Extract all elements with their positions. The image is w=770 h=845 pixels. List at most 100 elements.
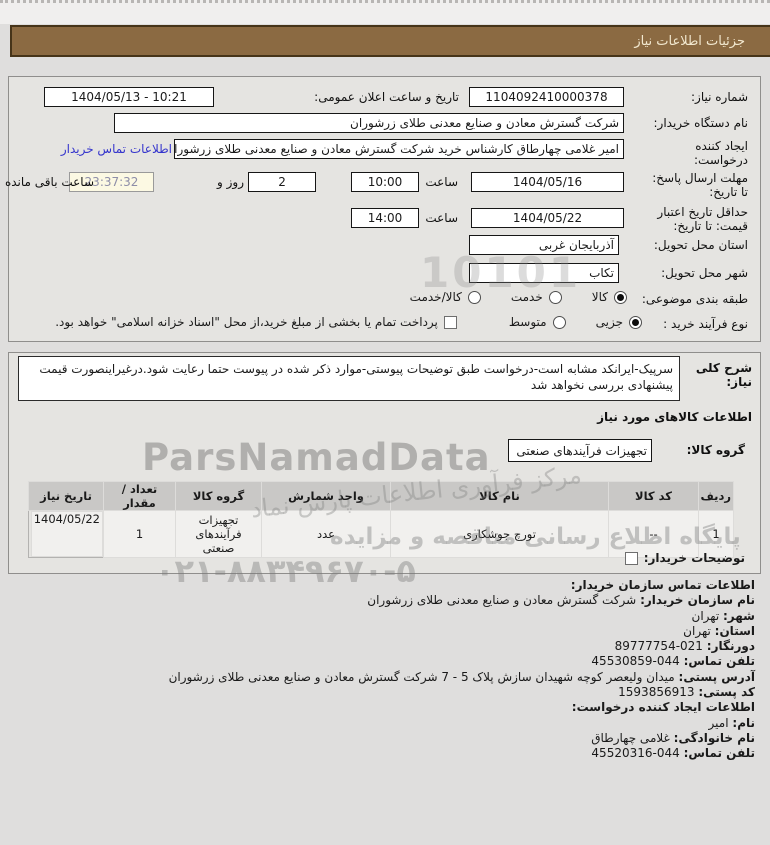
radio-goods-label: کالا (591, 290, 608, 304)
radio-partial[interactable] (629, 315, 642, 329)
need-description-box[interactable]: سرپیک-ایرانکد مشابه است-درخواست طبق توضی… (18, 356, 680, 401)
subject-classification-options: کالا خدمت کالا/خدمت (410, 290, 627, 304)
goods-group-input[interactable]: تجهیزات فرآیندهای صنعتی (508, 439, 652, 462)
col-row-number: ردیف (698, 481, 734, 511)
city-value: تهران (691, 608, 720, 623)
first-name-value: امیر (708, 715, 729, 730)
reply-deadline-date-input[interactable]: 1404/05/16 (471, 172, 624, 192)
announce-datetime-value: 1404/05/13 - 10:21 (71, 90, 187, 104)
cell-quantity: 1 (103, 510, 176, 558)
price-validity-time: 14:00 (367, 211, 403, 225)
radio-goods-service[interactable] (467, 290, 481, 304)
phone-line: تلفن تماس: 45530859-044 (15, 654, 755, 669)
remaining-days-input[interactable]: 2 (248, 172, 316, 192)
cell-unit: عدد (261, 510, 391, 558)
purchase-process-options: جزیی متوسط پرداخت تمام یا بخشی از مبلغ خ… (55, 315, 642, 329)
buyer-notes-row: توضیحات خریدار: (624, 551, 745, 565)
col-group: گروه کالا (175, 481, 262, 511)
price-validity-label: حداقل تاریخ اعتبار قیمت: تا تاریخ: (657, 205, 748, 233)
need-description-text: سرپیک-ایرانکد مشابه است-درخواست طبق توضی… (39, 362, 673, 392)
top-strip (0, 0, 770, 24)
reply-deadline-date: 1404/05/16 (512, 175, 583, 189)
treasury-checkbox[interactable] (443, 315, 457, 329)
city-label: شهر: (723, 608, 755, 623)
org-name-value: شرکت گسترش معادن و صنایع معدنی طلای زرشو… (367, 593, 637, 608)
org-name-label: نام سازمان خریدار: (640, 593, 755, 608)
buyer-org-value: شرکت گسترش معادن و صنایع معدنی طلای زرشو… (350, 116, 619, 130)
countdown-value: 23:37:32 (84, 175, 139, 189)
reply-deadline-time-input[interactable]: 10:00 (351, 172, 419, 192)
announce-datetime-label: تاریخ و ساعت اعلان عمومی: (314, 90, 459, 104)
buyer-contact-link[interactable]: اطلاعات تماس خریدار (60, 142, 172, 156)
creator-phone-value: 45520316-044 (591, 746, 680, 761)
reply-deadline-label: مهلت ارسال پاسخ: تا تاریخ: (652, 171, 748, 199)
phone-value: 45530859-044 (591, 654, 680, 669)
col-goods-code: کد کالا (608, 481, 699, 511)
price-validity-time-input[interactable]: 14:00 (351, 208, 419, 228)
goods-group-value: تجهیزات فرآیندهای صنعتی (516, 443, 647, 458)
creator-contact-header: اطلاعات ایجاد کننده درخواست: (571, 700, 755, 715)
page-title: جزئیات اطلاعات نیاز (634, 33, 745, 49)
goods-table-header-row: ردیف کد کالا نام کالا واحد شمارش گروه کا… (28, 481, 734, 511)
need-info-panel: شماره نیاز: 1104092410000378 تاریخ و ساع… (4, 76, 761, 342)
goods-group-label: گروه کالا: (686, 443, 745, 457)
countdown-box: 23:37:32 (69, 172, 154, 192)
city-line: شهر: تهران (15, 609, 755, 624)
org-contact-header: اطلاعات تماس سازمان خریدار: (570, 578, 755, 592)
price-validity-date: 1404/05/22 (512, 211, 583, 225)
fax-value: 89777754-021 (614, 639, 703, 654)
postal-code-label: کد پستی: (698, 685, 755, 700)
last-name-value: غلامی چهارطاق (591, 730, 670, 745)
address-line: آدرس پستی: میدان ولیعصر کوچه شهیدان سازش… (15, 670, 755, 685)
radio-medium-label: متوسط (508, 315, 547, 329)
delivery-province-label: استان محل تحویل: (653, 238, 748, 252)
delivery-city-input[interactable]: تکاب (469, 263, 619, 283)
creator-phone-label: تلفن تماس: (683, 746, 755, 761)
delivery-province-input[interactable]: آذربایجان غربی (469, 235, 619, 255)
hours-remaining-label: ساعت باقی مانده (4, 175, 94, 189)
treasury-note: پرداخت تمام یا بخشی از مبلغ خرید،از محل … (55, 315, 438, 329)
fax-line: دورنگار: 89777754-021 (15, 639, 755, 654)
goods-section-title: اطلاعات کالاهای مورد نیاز (597, 410, 752, 424)
reply-deadline-time: 10:00 (367, 175, 403, 189)
price-validity-date-input[interactable]: 1404/05/22 (471, 208, 624, 228)
radio-goods[interactable] (614, 290, 627, 304)
radio-partial-label: جزیی (595, 315, 623, 329)
request-creator-input[interactable]: امیر غلامی چهارطاق کارشناس خرید شرکت گست… (174, 139, 624, 159)
contact-info-block: اطلاعات تماس سازمان خریدار: نام سازمان خ… (15, 578, 755, 762)
buyer-notes-checkbox[interactable] (624, 551, 638, 565)
cell-group: تجهیزات فرآیندهای صنعتی (175, 510, 262, 558)
delivery-city-value: تکاب (589, 266, 614, 280)
radio-service[interactable] (548, 290, 562, 304)
purchase-process-label: نوع فرآیند خرید : (663, 317, 748, 331)
days-and-label: روز و (217, 175, 244, 189)
province-line: استان: تهران (15, 624, 755, 639)
reply-deadline-hour-label: ساعت (425, 175, 458, 189)
need-number-input[interactable]: 1104092410000378 (469, 87, 624, 107)
org-name-line: نام سازمان خریدار: شرکت گسترش معادن و صن… (15, 593, 755, 608)
delivery-province-value: آذربایجان غربی (538, 238, 614, 252)
radio-medium[interactable] (552, 315, 566, 329)
details-header-bar: جزئیات اطلاعات نیاز (10, 25, 770, 57)
cell-goods-name: تورچ جوشکاری (390, 510, 609, 558)
province-value: تهران (683, 623, 711, 638)
announce-datetime-input[interactable]: 1404/05/13 - 10:21 (44, 87, 214, 107)
need-number-label: شماره نیاز: (691, 90, 748, 104)
address-value: میدان ولیعصر کوچه شهیدان سازش پلاک 5 - 7… (168, 669, 675, 684)
phone-label: تلفن تماس: (683, 654, 755, 669)
request-creator-label: ایجاد کننده درخواست: (694, 139, 748, 167)
last-name-label: نام خانوادگی: (673, 730, 755, 745)
remaining-days-value: 2 (278, 175, 286, 189)
delivery-city-label: شهر محل تحویل: (661, 266, 748, 280)
cell-need-date: 1404/05/22 (30, 511, 103, 557)
buyer-org-label: نام دستگاه خریدار: (653, 116, 749, 130)
cell-goods-code: -- (608, 510, 699, 558)
radio-goods-service-label: کالا/خدمت (409, 290, 462, 304)
radio-service-label: خدمت (510, 290, 543, 304)
price-validity-hour-label: ساعت (425, 211, 458, 225)
buyer-org-input[interactable]: شرکت گسترش معادن و صنایع معدنی طلای زرشو… (114, 113, 624, 133)
cell-row-number: 1 (698, 510, 734, 558)
col-quantity: تعداد / مقدار (103, 481, 176, 511)
first-name-line: نام: امیر (15, 716, 755, 731)
goods-table-row: 1 -- تورچ جوشکاری عدد تجهیزات فرآیندهای … (29, 510, 734, 558)
